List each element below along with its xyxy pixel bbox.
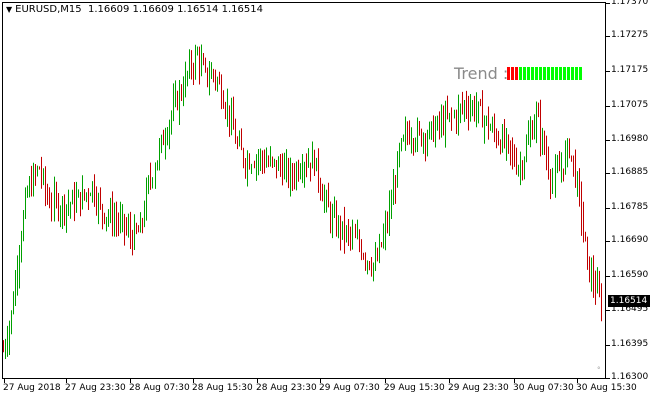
trend-segment — [551, 67, 554, 80]
x-tick — [193, 379, 194, 383]
y-tick — [606, 139, 610, 141]
y-tick — [606, 36, 610, 38]
trend-segment — [567, 67, 570, 80]
trend-segment — [527, 67, 530, 80]
x-tick-label: 29 Aug 15:30 — [384, 383, 445, 393]
trend-segment — [511, 67, 514, 80]
y-tick-label: 1.16300 — [611, 372, 649, 382]
y-tick — [606, 172, 610, 174]
x-tick — [257, 379, 258, 383]
x-tick — [66, 379, 67, 383]
x-tick-label: 30 Aug 07:30 — [513, 383, 574, 393]
y-tick-label: 1.16885 — [611, 166, 649, 177]
trend-segment — [547, 67, 550, 80]
x-tick-label: 28 Aug 07:30 — [129, 383, 190, 393]
trend-segment — [519, 67, 522, 80]
y-tick — [606, 106, 610, 108]
trend-segment — [543, 67, 546, 80]
trend-segment — [523, 67, 526, 80]
trend-segment — [579, 67, 582, 80]
y-tick — [606, 378, 610, 379]
y-tick-label: 1.16590 — [611, 270, 649, 281]
x-tick — [514, 379, 515, 383]
x-tick — [385, 379, 386, 383]
y-tick-label: 1.16980 — [611, 133, 649, 144]
x-tick — [577, 379, 578, 383]
collapse-arrow-icon[interactable]: ▼ — [6, 5, 13, 14]
y-tick-label: 1.16690 — [611, 235, 649, 246]
trend-segment — [535, 67, 538, 80]
y-tick-label: 1.17275 — [611, 30, 649, 41]
y-tick-label: 1.16495 — [611, 303, 649, 314]
x-tick — [320, 379, 321, 383]
y-tick — [606, 276, 610, 278]
y-tick-label: 1.17370 — [611, 0, 649, 7]
trend-segment — [559, 67, 562, 80]
x-tick-label: 28 Aug 15:30 — [192, 383, 253, 393]
x-tick-label: 30 Aug 15:30 — [576, 383, 637, 393]
symbol-header: ▼ EURUSD,M15 1.16609 1.16609 1.16514 1.16… — [6, 4, 263, 15]
trend-segment — [575, 67, 578, 80]
y-tick — [606, 344, 610, 346]
trend-segment — [539, 67, 542, 80]
y-tick-label: 1.16395 — [611, 338, 649, 349]
trend-label: Trend : — [454, 64, 509, 83]
y-tick-label: 1.16785 — [611, 202, 649, 213]
y-tick — [606, 208, 610, 210]
trend-segment — [563, 67, 566, 80]
symbol-timeframe: EURUSD,M15 — [15, 4, 82, 15]
x-tick-label: 28 Aug 23:30 — [256, 383, 317, 393]
y-tick — [606, 3, 610, 4]
price-bars — [3, 44, 602, 360]
trend-segment — [531, 67, 534, 80]
plot-area[interactable] — [2, 2, 606, 379]
y-tick — [606, 71, 610, 73]
ohlc-values: 1.16609 1.16609 1.16514 1.16514 — [88, 4, 263, 15]
x-tick — [4, 379, 5, 383]
x-tick — [130, 379, 131, 383]
trend-segment — [507, 67, 510, 80]
chart-shift-icon[interactable]: ° — [597, 366, 601, 374]
x-tick-label: 27 Aug 2018 — [3, 383, 61, 393]
x-tick-label: 29 Aug 07:30 — [319, 383, 380, 393]
y-tick — [606, 241, 610, 243]
x-tick — [449, 379, 450, 383]
trend-segment — [515, 67, 518, 80]
current-price-tag: 1.16514 — [608, 295, 650, 307]
y-tick-label: 1.17175 — [611, 65, 649, 76]
trend-segment — [555, 67, 558, 80]
x-tick-label: 27 Aug 23:30 — [65, 383, 126, 393]
trend-segment — [571, 67, 574, 80]
y-tick-label: 1.17075 — [611, 100, 649, 111]
y-tick — [606, 309, 610, 311]
x-tick-label: 29 Aug 23:30 — [448, 383, 509, 393]
trend-strength-bar — [507, 67, 583, 80]
